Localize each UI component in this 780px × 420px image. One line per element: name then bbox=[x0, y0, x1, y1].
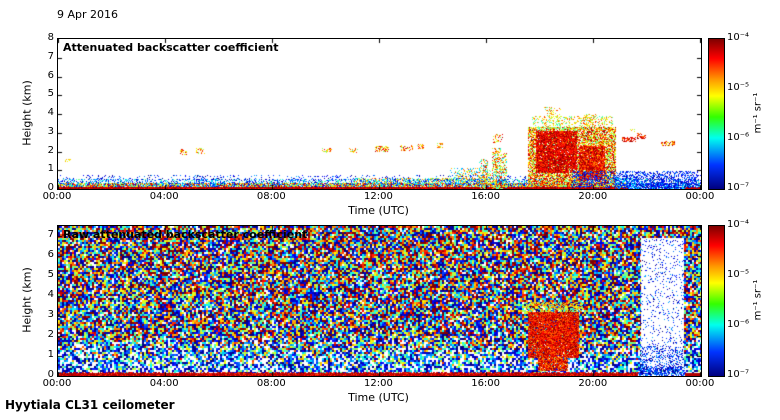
y-axis-ticks-bottom: 7 6 5 4 3 2 1 0 bbox=[30, 230, 54, 380]
colorbar-tick: 10⁻⁷ bbox=[727, 369, 750, 380]
x-tick: 16:00 bbox=[471, 378, 501, 389]
colorbar-tick: 10⁻⁵ bbox=[727, 269, 750, 280]
colorbar-tick: 10⁻⁴ bbox=[727, 32, 750, 43]
x-axis-label-bottom: Time (UTC) bbox=[348, 391, 409, 404]
y-tick: 3 bbox=[47, 309, 54, 320]
panel-title-attenuated: Attenuated backscatter coefficient bbox=[63, 41, 279, 54]
y-tick: 6 bbox=[47, 249, 54, 260]
panel-attenuated-backscatter: Attenuated backscatter coefficient bbox=[57, 38, 702, 190]
colorbar-top bbox=[708, 38, 725, 190]
colorbar-unit-bottom: m⁻¹ sr⁻¹ bbox=[752, 279, 764, 321]
colorbar-tick: 10⁻⁵ bbox=[727, 82, 750, 93]
x-tick: 04:00 bbox=[149, 191, 179, 202]
y-tick: 1 bbox=[47, 349, 54, 360]
colorbar-ticks-top: 10⁻⁴ 10⁻⁵ 10⁻⁶ 10⁻⁷ bbox=[727, 33, 771, 193]
colorbar-tick: 10⁻⁴ bbox=[727, 219, 750, 230]
heatmap-canvas-raw bbox=[58, 226, 701, 376]
heatmap-canvas-attenuated bbox=[58, 39, 701, 189]
y-tick: 5 bbox=[47, 269, 54, 280]
date-label: 9 Apr 2016 bbox=[57, 8, 119, 21]
x-tick: 12:00 bbox=[364, 191, 393, 202]
x-tick: 16:00 bbox=[471, 191, 501, 202]
y-tick: 0 bbox=[47, 182, 54, 193]
x-tick: 04:00 bbox=[149, 378, 179, 389]
colorbar-tick: 10⁻⁶ bbox=[727, 132, 750, 143]
instrument-label: Hyytiala CL31 ceilometer bbox=[5, 398, 175, 412]
colorbar-bottom bbox=[708, 225, 725, 377]
x-tick: 08:00 bbox=[256, 378, 286, 389]
colorbar-tick: 10⁻⁷ bbox=[727, 182, 750, 193]
colorbar-ticks-bottom: 10⁻⁴ 10⁻⁵ 10⁻⁶ 10⁻⁷ bbox=[727, 220, 771, 380]
y-tick: 5 bbox=[47, 88, 54, 100]
y-tick: 2 bbox=[47, 144, 54, 156]
x-axis-label-top: Time (UTC) bbox=[348, 204, 409, 217]
x-tick: 00:00 bbox=[685, 378, 715, 389]
y-tick: 6 bbox=[47, 69, 54, 81]
colorbar-tick: 10⁻⁶ bbox=[727, 319, 750, 330]
y-tick: 7 bbox=[47, 229, 54, 240]
x-tick: 00:00 bbox=[685, 191, 715, 202]
x-axis-ticks-bottom: 00:00 04:00 08:00 12:00 16:00 20:00 00:0… bbox=[40, 378, 717, 389]
panel-title-raw: Raw attenuated backscatter coefficient bbox=[63, 228, 308, 241]
y-tick: 4 bbox=[47, 107, 54, 118]
x-tick: 20:00 bbox=[578, 191, 608, 202]
y-tick: 7 bbox=[47, 50, 54, 62]
y-tick: 0 bbox=[47, 369, 54, 380]
x-tick: 00:00 bbox=[42, 378, 72, 389]
colorbar-unit-top: m⁻¹ sr⁻¹ bbox=[752, 92, 764, 134]
y-axis-ticks-top: 8 7 6 5 4 3 2 1 0 bbox=[30, 33, 54, 193]
y-tick: 8 bbox=[47, 32, 54, 43]
y-tick: 1 bbox=[47, 163, 54, 175]
x-tick: 12:00 bbox=[364, 378, 393, 389]
x-tick: 08:00 bbox=[256, 191, 286, 202]
y-tick: 3 bbox=[47, 125, 54, 137]
x-tick: 00:00 bbox=[42, 191, 72, 202]
x-axis-ticks-top: 00:00 04:00 08:00 12:00 16:00 20:00 00:0… bbox=[40, 191, 717, 202]
panel-raw-backscatter: Raw attenuated backscatter coefficient bbox=[57, 225, 702, 377]
y-tick: 2 bbox=[47, 329, 54, 340]
y-tick: 4 bbox=[47, 289, 54, 300]
x-tick: 20:00 bbox=[578, 378, 608, 389]
